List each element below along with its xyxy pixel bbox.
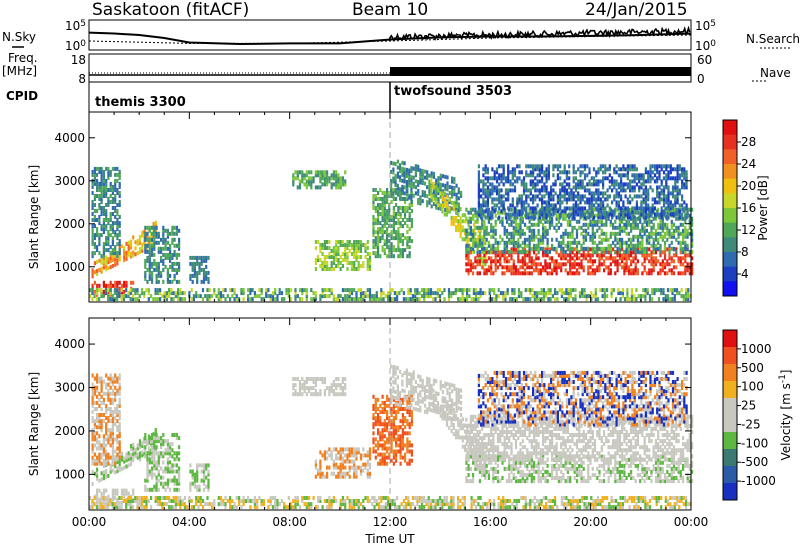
velocity-colorbar-segment <box>723 466 737 484</box>
power-colorbar-label-1: 8 <box>741 245 749 259</box>
xtick-label-6: 00:00 <box>674 515 709 529</box>
power-colorbar-segment <box>723 193 737 209</box>
velocity-ylabel: Slant Range [km] <box>27 372 41 476</box>
nsky-left-tick-label: 100 <box>65 39 86 53</box>
x-axis-label: Time UT <box>364 532 415 546</box>
velocity-colorbar-label-7: -1000 <box>741 474 776 488</box>
power-colorbar-segment <box>723 266 737 282</box>
nsky-left-tick-label: 105 <box>65 19 86 33</box>
nsky-noise-trace <box>389 25 691 42</box>
velocity-colorbar-label-1: 500 <box>741 361 764 375</box>
power-colorbar-segment <box>723 237 737 253</box>
nsearch-right-tick-label: 105 <box>695 19 716 33</box>
power-colorbar-segment <box>723 252 737 268</box>
velocity-colorbar-label-6: -500 <box>741 455 768 469</box>
power-colorbar-title: Power [dB] <box>756 175 770 240</box>
power-colorbar-label-3: 16 <box>741 201 756 215</box>
nsky-panel-frame <box>88 19 692 51</box>
cpid-mode-2: twofsound 3503 <box>394 84 513 99</box>
power-ytick-label-1000: 1000 <box>54 260 85 274</box>
nave-tick-0: 0 <box>697 72 705 86</box>
power-colorbar-segment <box>723 134 737 150</box>
velocity-ytick-label-2000: 2000 <box>54 424 85 438</box>
velocity-colorbar-title: Velocity [m s-1] <box>778 370 793 461</box>
station-title: Saskatoon (fitACF) <box>92 0 250 20</box>
velocity-colorbar-label-0: 1000 <box>741 342 772 356</box>
nsky-label: N.Sky <box>2 30 37 44</box>
freq-dense-block <box>390 67 691 76</box>
power-colorbar-label-6: 28 <box>741 135 756 149</box>
velocity-colorbar-segment <box>723 381 737 399</box>
power-colorbar-segment <box>723 222 737 238</box>
power-colorbar-segment <box>723 120 737 136</box>
xtick-label-2: 08:00 <box>272 515 307 529</box>
power-colorbar-segment <box>723 281 737 297</box>
xtick-label-3: 12:00 <box>373 515 408 529</box>
freq-tick-18: 18 <box>71 53 86 67</box>
freq-label-line2: [MHz] <box>2 64 38 78</box>
velocity-colorbar-label-4: -25 <box>741 417 761 431</box>
nave-label: Nave <box>760 66 791 80</box>
velocity-colorbar-label-5: -100 <box>741 436 768 450</box>
power-colorbar-label-4: 20 <box>741 179 756 193</box>
freq-tick-8: 8 <box>78 72 86 86</box>
power-colorbar-segment <box>723 164 737 180</box>
nsearch-right-tick-label: 100 <box>695 39 716 53</box>
velocity-colorbar-label-3: 25 <box>741 399 756 413</box>
beam-title: Beam 10 <box>352 0 429 20</box>
velocity-colorbar-segment <box>723 483 737 501</box>
velocity-ytick-label-4000: 4000 <box>54 337 85 351</box>
velocity-ytick-label-3000: 3000 <box>54 381 85 395</box>
nave-tick-60: 60 <box>697 53 712 67</box>
velocity-colorbar-segment <box>723 398 737 416</box>
velocity-colorbar-segment <box>723 432 737 450</box>
xtick-label-0: 00:00 <box>72 515 107 529</box>
nsearch-label: N.Search <box>746 32 800 46</box>
velocity-heatmap-cells <box>89 364 694 510</box>
power-ylabel: Slant Range [km] <box>27 165 41 269</box>
power-colorbar-segment <box>723 178 737 194</box>
power-ytick-label-3000: 3000 <box>54 174 85 188</box>
power-colorbar-segment <box>723 208 737 224</box>
cpid-label: CPID <box>6 89 39 103</box>
velocity-colorbar-label-2: 100 <box>741 380 764 394</box>
xtick-label-1: 04:00 <box>172 515 207 529</box>
velocity-colorbar-segment <box>723 330 737 348</box>
velocity-colorbar-segment <box>723 347 737 365</box>
xtick-label-4: 16:00 <box>473 515 508 529</box>
date-title: 24/Jan/2015 <box>585 0 688 20</box>
power-ytick-label-2000: 2000 <box>54 217 85 231</box>
nsearch-series-line <box>88 34 692 44</box>
freq-label-line1: Freq. <box>8 51 38 65</box>
velocity-colorbar-frame <box>722 329 738 501</box>
power-colorbar-label-5: 24 <box>741 157 756 171</box>
velocity-colorbar-segment <box>723 415 737 433</box>
velocity-ytick-label-1000: 1000 <box>54 467 85 481</box>
power-ytick-label-4000: 4000 <box>54 131 85 145</box>
velocity-colorbar-segment <box>723 449 737 467</box>
power-colorbar-label-2: 12 <box>741 223 756 237</box>
xtick-label-5: 20:00 <box>573 515 608 529</box>
velocity-colorbar-segment <box>723 364 737 382</box>
power-colorbar-label-0: 4 <box>741 267 749 281</box>
power-heatmap-cells <box>89 159 694 302</box>
power-colorbar-segment <box>723 149 737 165</box>
cpid-mode-1: themis 3300 <box>95 95 186 110</box>
